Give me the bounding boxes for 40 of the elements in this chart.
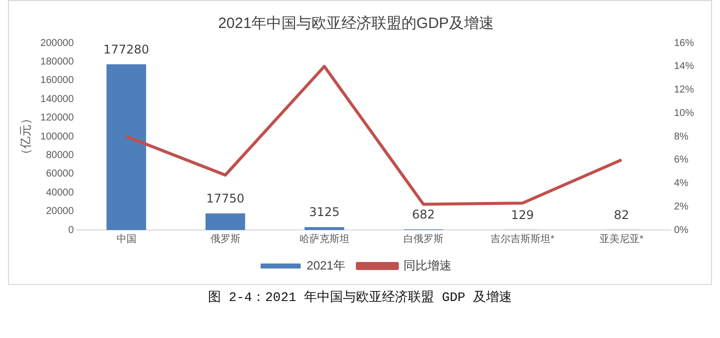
y-tick-label: 200000 xyxy=(40,38,74,49)
bar xyxy=(206,213,246,230)
x-tick-label: 白俄罗斯 xyxy=(403,232,444,245)
y-tick-label: 40000 xyxy=(46,187,74,198)
y-tick-label: 0 xyxy=(68,224,74,236)
x-tick-label: 吉尔吉斯斯坦* xyxy=(490,232,554,245)
x-tick-label: 亚美尼亚* xyxy=(600,232,644,245)
y-tick-label: 80000 xyxy=(46,150,74,161)
data-label: 82 xyxy=(614,208,630,222)
y2-tick-label: 6% xyxy=(674,154,689,166)
data-label: 682 xyxy=(412,207,435,222)
chart-title: 2021年中国与欧亚经济联盟的GDP及增速 xyxy=(218,15,494,32)
x-tick-label: 俄罗斯 xyxy=(210,232,240,245)
y2-tick-label: 16% xyxy=(674,38,694,49)
y2-tick-label: 8% xyxy=(674,131,689,142)
y-tick-label: 120000 xyxy=(40,112,74,124)
bar xyxy=(106,64,146,230)
data-label: 17750 xyxy=(206,192,244,206)
data-label: 177280 xyxy=(103,42,150,56)
y2-tick-label: 12% xyxy=(674,84,694,96)
bar xyxy=(304,227,344,230)
y-tick-label: 20000 xyxy=(46,206,74,218)
y-tick-label: 160000 xyxy=(40,75,74,86)
legend-label: 2021年 xyxy=(306,258,346,272)
legend-label: 同比增速 xyxy=(403,258,452,272)
y2-tick-label: 4% xyxy=(674,178,689,189)
x-tick-label: 中国 xyxy=(116,232,136,245)
y2-tick-label: 2% xyxy=(674,201,689,212)
y2-tick-label: 14% xyxy=(674,61,694,72)
y-axis-title: （亿元） xyxy=(18,112,33,160)
y2-tick-label: 10% xyxy=(674,108,694,119)
data-label: 129 xyxy=(510,208,534,222)
y2-tick-label: 0% xyxy=(674,224,689,236)
x-tick-label: 哈萨克斯坦 xyxy=(299,232,350,245)
caption: 图 2-4：2021 年中国与欧亚经济联盟 GDP 及增速 xyxy=(206,289,514,307)
y-tick-label: 140000 xyxy=(40,94,74,105)
y-tick-label: 60000 xyxy=(46,168,74,180)
y-tick-label: 180000 xyxy=(40,56,74,68)
y-tick-label: 100000 xyxy=(40,131,74,142)
data-label: 3125 xyxy=(309,205,340,220)
